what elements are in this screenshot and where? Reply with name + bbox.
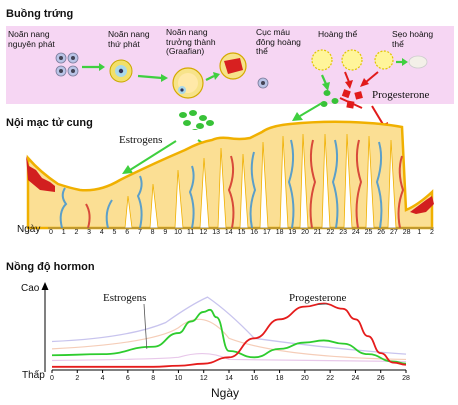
day-tick-14: 14 xyxy=(224,229,233,236)
x-tick-label-5: 10 xyxy=(175,375,183,382)
x-tick-label-0: 0 xyxy=(50,375,54,382)
stage-secondary-label: Noãn nang thứ phát xyxy=(108,29,150,49)
estrogen-blobs xyxy=(179,90,339,130)
primary-follicles xyxy=(55,52,79,77)
day-tick-24: 24 xyxy=(351,229,360,236)
chart-estrogens-label: Estrogens xyxy=(103,292,147,304)
menstrual-shed-left xyxy=(26,156,55,192)
secondary-follicle xyxy=(109,59,133,83)
endometrium-diagram xyxy=(26,97,434,230)
series-line-progesterone xyxy=(51,302,407,368)
day-tick-25: 25 xyxy=(364,229,373,236)
x-tick-label-1: 2 xyxy=(75,375,79,382)
day-tick-18: 18 xyxy=(275,229,284,236)
day-tick-10: 10 xyxy=(174,229,182,236)
day-tick-3: 3 xyxy=(87,229,92,236)
corpus-albicans xyxy=(408,55,428,69)
day-tick-6: 6 xyxy=(125,229,130,236)
x-tick-label-14: 28 xyxy=(402,375,410,382)
day-tick-30: 2 xyxy=(430,229,434,236)
day-tick-12: 12 xyxy=(199,229,208,236)
ovary-diagram xyxy=(55,49,428,130)
day-tick-29: 1 xyxy=(417,229,422,236)
x-tick-label-13: 26 xyxy=(377,375,385,382)
progesterone-arrows-top xyxy=(344,71,379,89)
x-tick-label-4: 8 xyxy=(151,375,155,382)
day-tick-8: 8 xyxy=(150,229,155,236)
bg-curve-3 xyxy=(51,353,407,363)
day-tick-20: 20 xyxy=(301,229,309,236)
blood-vessels xyxy=(59,139,405,229)
chart-progesterone-label: Progesterone xyxy=(289,292,347,304)
x-tick-label-11: 22 xyxy=(326,375,334,382)
bg-curve-1 xyxy=(51,296,407,355)
day-tick-19: 19 xyxy=(288,229,297,236)
day-tick-28: 28 xyxy=(402,229,411,236)
endometrium-title: Nội mạc tử cung xyxy=(6,117,93,129)
day-tick-7: 7 xyxy=(137,229,142,236)
x-tick-label-8: 16 xyxy=(250,375,258,382)
corpus-luteum xyxy=(311,49,394,71)
ovary-title: Buồng trứng xyxy=(6,8,74,20)
stage-primary-label: Noãn nang nguyên phát xyxy=(8,29,55,49)
hormone-x-label: Ngày xyxy=(211,386,240,400)
progesterone-pointer xyxy=(317,303,329,305)
day-tick-5: 5 xyxy=(112,229,117,236)
day-tick-23: 23 xyxy=(339,229,347,236)
day-tick-9: 9 xyxy=(163,229,168,236)
day-tick-0: 0 xyxy=(49,229,53,236)
day-tick-4: 4 xyxy=(99,229,104,236)
day-tick-15: 15 xyxy=(237,229,246,236)
x-tick-label-7: 14 xyxy=(225,375,233,382)
high-label: Cao xyxy=(21,283,40,294)
x-tick-label-3: 6 xyxy=(126,375,130,382)
endometrium-estrogens-label: Estrogens xyxy=(119,134,163,146)
day-tick-17: 17 xyxy=(262,229,271,236)
day-tick-1: 1 xyxy=(61,229,66,236)
stage-corpus-luteum-label: Hoàng thể xyxy=(318,29,358,39)
x-tick-label-10: 20 xyxy=(301,375,309,382)
stage-clot-label: Cục máu đông hoàng thể xyxy=(256,27,301,56)
stage-scar-label: Sẹo hoàng thể xyxy=(392,29,434,49)
day-tick-21: 21 xyxy=(313,229,322,236)
ovary-progesterone-label: Progesterone xyxy=(372,89,430,101)
ovulating-follicle xyxy=(219,52,269,89)
x-tick-label-12: 24 xyxy=(352,375,360,382)
x-tick-label-9: 18 xyxy=(276,375,284,382)
bg-curve-2 xyxy=(51,318,407,361)
day-tick-2: 2 xyxy=(74,229,79,236)
estrogens-pointer xyxy=(143,303,148,349)
day-tick-27: 27 xyxy=(389,229,398,236)
day-tick-11: 11 xyxy=(187,229,195,236)
day-axis-label: Ngày xyxy=(17,224,41,235)
hormone-title: Nồng độ hormon xyxy=(6,261,95,273)
day-tick-16: 16 xyxy=(250,229,259,236)
day-tick-13: 13 xyxy=(212,229,220,236)
low-label: Thấp xyxy=(22,370,45,381)
x-tick-label-2: 4 xyxy=(101,375,105,382)
menstrual-shed-right xyxy=(410,196,434,214)
day-tick-22: 22 xyxy=(326,229,335,236)
stage-graafian-label: Noãn nang trưởng thành (Graafian) xyxy=(166,27,216,56)
ovary-arrows xyxy=(82,58,408,91)
graafian-follicle xyxy=(172,67,204,99)
day-tick-26: 26 xyxy=(377,229,386,236)
x-tick-label-6: 12 xyxy=(200,375,208,382)
y-axis-arrow-head xyxy=(41,282,49,290)
